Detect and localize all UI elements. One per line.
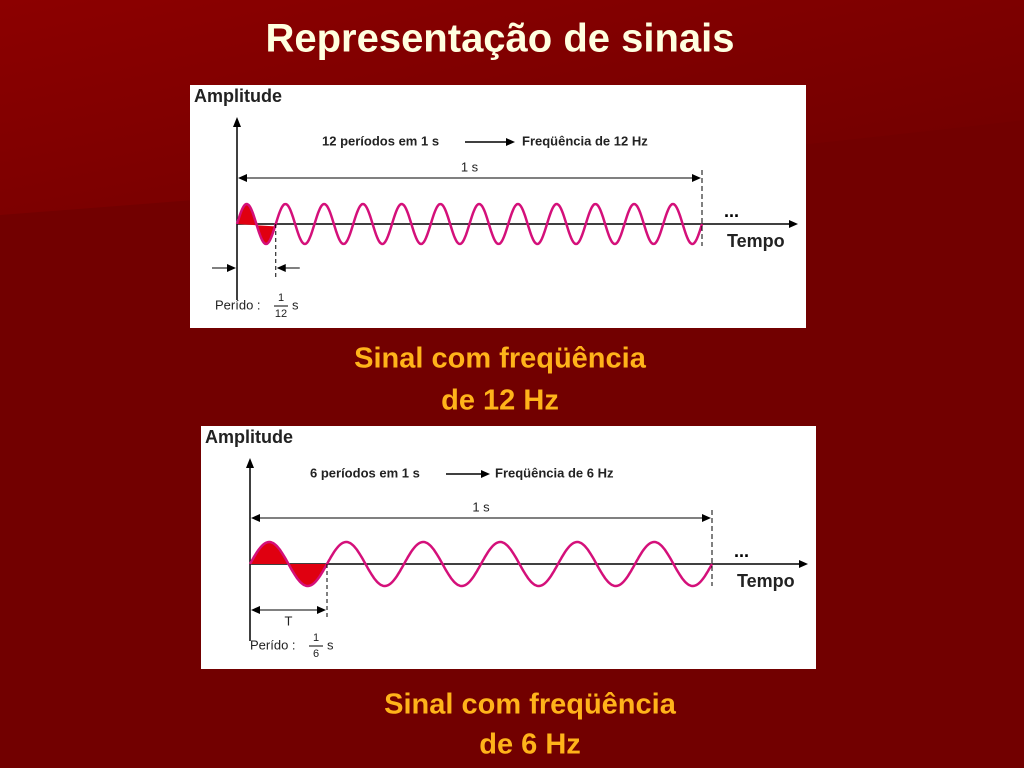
axis-label: Amplitude xyxy=(194,86,282,106)
diagram-panel xyxy=(190,85,806,328)
period-denominator: 6 xyxy=(313,648,319,660)
period-arrow-left xyxy=(227,264,236,272)
span-arrow-left xyxy=(251,514,260,522)
axis-label: Amplitude xyxy=(205,427,293,447)
ellipsis: ... xyxy=(734,541,749,561)
note-arrow-head xyxy=(481,470,490,478)
sine-wave xyxy=(235,202,704,246)
frequency-note: Freqüência de 6 Hz xyxy=(495,465,614,480)
slide-title: Representação de sinais xyxy=(265,17,734,61)
span-arrow-right xyxy=(702,514,711,522)
period-mark: T xyxy=(285,613,293,628)
period-arrow-right xyxy=(276,264,286,272)
caption: de 12 Hz xyxy=(441,385,559,417)
caption: Sinal com freqüência xyxy=(384,689,677,721)
ellipsis: ... xyxy=(724,201,739,221)
time-label: Tempo xyxy=(737,571,795,591)
frequency-note: Freqüência de 12 Hz xyxy=(522,133,648,148)
periods-note: 6 períodos em 1 s xyxy=(310,465,420,480)
span-label: 1 s xyxy=(472,499,490,514)
x-axis-arrow xyxy=(799,560,808,568)
period-arrow-left xyxy=(251,606,260,614)
y-axis-arrow xyxy=(233,117,241,127)
period-label: Perído : xyxy=(215,297,261,312)
periods-note: 12 períodos em 1 s xyxy=(322,133,439,148)
note-arrow-head xyxy=(506,138,515,146)
period-unit: s xyxy=(327,637,334,652)
caption: Sinal com freqüência xyxy=(354,343,647,375)
span-arrow-left xyxy=(238,174,247,182)
span-label: 1 s xyxy=(461,159,479,174)
period-numerator: 1 xyxy=(313,632,319,644)
time-label: Tempo xyxy=(727,231,785,251)
x-axis-arrow xyxy=(789,220,798,228)
caption: de 6 Hz xyxy=(479,729,581,761)
y-axis-arrow xyxy=(246,458,254,468)
period-label: Perído : xyxy=(250,637,296,652)
span-arrow-right xyxy=(692,174,701,182)
period-unit: s xyxy=(292,297,299,312)
period-arrow-right xyxy=(317,606,326,614)
period-numerator: 1 xyxy=(278,292,284,304)
period-denominator: 12 xyxy=(275,308,287,320)
